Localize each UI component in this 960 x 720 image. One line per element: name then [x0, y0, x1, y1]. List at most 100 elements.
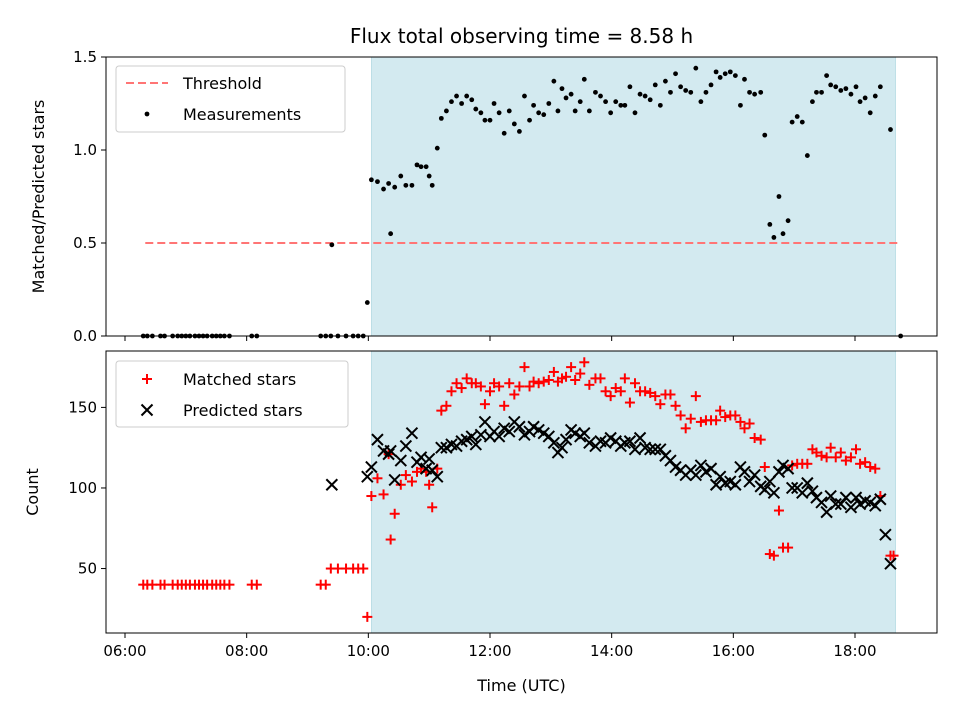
- predicted-star-point: [325, 478, 339, 491]
- measurement-point: [663, 78, 668, 84]
- matched-star-point: [730, 410, 741, 421]
- predicted-star-point: [469, 438, 483, 451]
- marker-stroke: [738, 465, 751, 479]
- marker-stroke: [422, 452, 436, 466]
- measurement-point: [877, 84, 883, 90]
- measurement-point: [381, 186, 386, 192]
- measurement-point: [828, 82, 834, 88]
- x-tick-label: 08:00: [225, 642, 268, 660]
- matched-star-point: [624, 397, 635, 408]
- matched-star-point: [821, 452, 832, 463]
- matched-star-point: [575, 368, 586, 379]
- x-tick-label: 12:00: [468, 642, 511, 660]
- measurement-point: [693, 65, 699, 71]
- bottom-y-axis-label: Count: [23, 468, 42, 516]
- measurement-point: [732, 73, 738, 78]
- measurement-point: [506, 108, 512, 114]
- matched-star-point: [802, 458, 813, 469]
- legend-predicted-label: Predicted stars: [183, 401, 303, 420]
- bottom-panel: 50 100 150 06:00 08:00 10:00 12:00 14:00 16:00 1…: [23, 350, 938, 695]
- measurement-point: [511, 121, 517, 127]
- marker-stroke: [758, 483, 771, 496]
- matched-star-point: [366, 491, 377, 502]
- matched-star-point: [870, 463, 881, 474]
- measurement-point: [717, 75, 723, 80]
- marker-stroke: [492, 430, 506, 443]
- matched-star-point: [739, 423, 750, 434]
- marker-stroke: [547, 436, 561, 450]
- marker-stroke: [497, 422, 511, 435]
- predicted-stars-points: [325, 415, 897, 570]
- predicted-star-point: [758, 483, 771, 496]
- predicted-star-point: [689, 468, 703, 482]
- matched-star-point: [548, 366, 559, 377]
- predicted-star-point: [643, 443, 657, 456]
- measurement-point: [668, 89, 673, 95]
- top-legend: Threshold Measurements: [115, 65, 346, 133]
- marker-stroke: [419, 462, 433, 475]
- measurement-point: [541, 112, 547, 118]
- predicted-star-point: [547, 436, 561, 450]
- matched-star-point: [675, 410, 686, 421]
- matched-star-point: [406, 476, 417, 487]
- marker-stroke: [388, 473, 401, 487]
- measurement-point: [810, 99, 815, 105]
- marker-stroke: [140, 403, 154, 417]
- marker-stroke: [465, 430, 478, 443]
- predicted-star-point: [633, 431, 647, 445]
- matched-star-point: [543, 375, 554, 386]
- marker-stroke: [884, 557, 897, 570]
- measurement-point: [819, 89, 824, 95]
- predicted-star-point: [431, 470, 444, 483]
- measurement-point: [454, 93, 459, 99]
- matched-star-point: [605, 391, 616, 402]
- matched-star-point: [749, 433, 760, 444]
- bottom-y-ticks: 50 100 150: [68, 398, 106, 578]
- predicted-star-point: [849, 491, 863, 504]
- legend-matched-swatch: [142, 374, 152, 384]
- matched-star-point: [400, 470, 411, 481]
- marker-stroke: [781, 462, 795, 475]
- measurement-point: [652, 82, 658, 88]
- matched-star-point: [759, 462, 770, 473]
- measurement-point: [789, 119, 795, 125]
- marker-stroke: [568, 426, 582, 440]
- predicted-star-point: [555, 441, 569, 454]
- marker-stroke: [325, 478, 339, 491]
- matched-star-point: [358, 563, 369, 574]
- measurement-point: [482, 117, 488, 123]
- marker-stroke: [654, 443, 667, 456]
- marker-stroke: [542, 430, 556, 443]
- marker-stroke: [724, 475, 737, 488]
- matched-star-point: [860, 457, 871, 468]
- measurement-point: [517, 129, 522, 134]
- marker-stroke: [839, 491, 853, 504]
- marker-stroke: [796, 486, 809, 500]
- matched-star-point: [830, 452, 841, 463]
- matched-star-point: [600, 386, 611, 397]
- matched-star-point: [509, 389, 520, 400]
- measurement-point: [593, 89, 598, 95]
- marker-stroke: [604, 431, 617, 445]
- marker-stroke: [874, 493, 887, 506]
- measurement-point: [581, 76, 587, 82]
- predicted-star-point: [874, 493, 887, 506]
- measurement-point: [888, 127, 893, 132]
- measurement-point: [478, 110, 484, 116]
- x-tick-label: 06:00: [103, 642, 146, 660]
- predicted-star-point: [772, 465, 786, 479]
- measurement-point: [780, 231, 786, 237]
- matched-star-point: [629, 378, 640, 389]
- legend-measurements-label: Measurements: [183, 105, 301, 124]
- measurement-point: [501, 130, 507, 136]
- observing-window-shade: [371, 56, 896, 337]
- marker-stroke: [879, 528, 892, 541]
- predicted-star-point: [844, 501, 858, 514]
- predicted-star-point: [435, 441, 448, 454]
- bottom-legend: Matched stars Predicted stars: [115, 360, 349, 428]
- marker-stroke: [664, 454, 677, 467]
- measurement-point: [563, 95, 569, 101]
- matched-star-point: [320, 579, 331, 590]
- matched-star-point: [514, 381, 525, 392]
- measurement-point: [546, 101, 552, 106]
